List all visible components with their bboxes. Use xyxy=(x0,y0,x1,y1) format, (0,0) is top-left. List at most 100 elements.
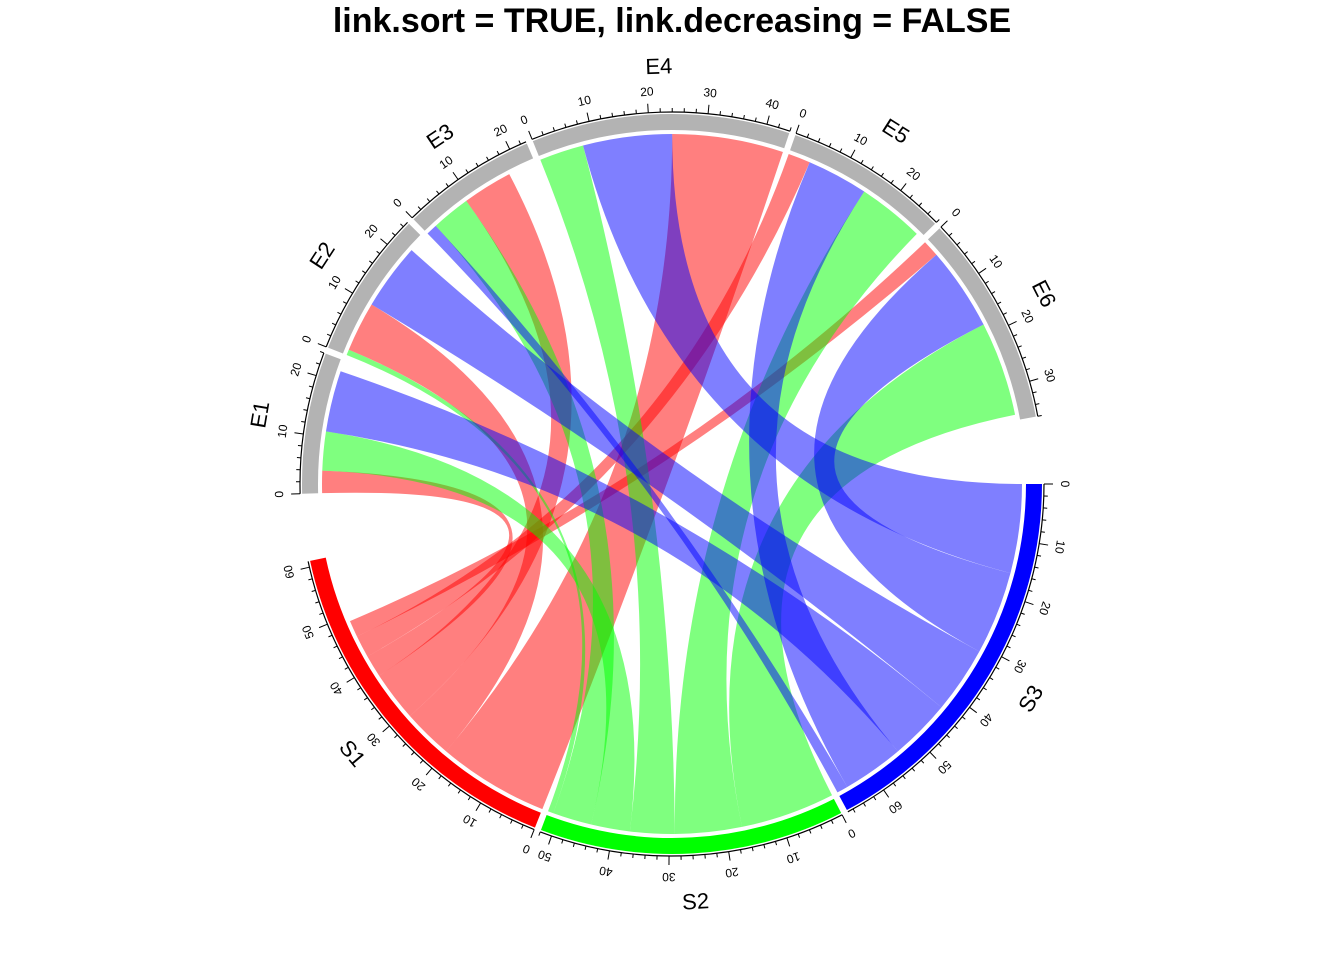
tick-label: 30 xyxy=(1011,657,1030,676)
axis-tick xyxy=(983,687,987,691)
tick-label: 10 xyxy=(1052,539,1068,555)
tick-label: 20 xyxy=(287,361,304,378)
axis-tick xyxy=(997,301,1002,305)
axis-tick xyxy=(311,589,316,592)
axis-tick xyxy=(936,219,940,223)
tick-label: 20 xyxy=(724,864,740,880)
axis-tick xyxy=(1011,634,1016,638)
axis-tick xyxy=(394,734,398,739)
sector-label-e2: E2 xyxy=(304,237,340,273)
axis-tick xyxy=(1022,356,1027,359)
tick-label: 0 xyxy=(299,333,315,345)
sector-track-s3 xyxy=(839,484,1042,811)
axis-tick xyxy=(425,767,433,776)
axis-tick xyxy=(623,111,625,116)
axis-tick xyxy=(303,409,308,411)
axis-tick xyxy=(956,241,961,246)
axis-tick xyxy=(411,751,415,756)
axis-tick xyxy=(808,829,812,834)
axis-tick xyxy=(900,183,907,191)
axis-line-e2 xyxy=(325,221,408,348)
axis-tick xyxy=(860,159,864,164)
link-s1-e2 xyxy=(348,304,544,752)
axis-tick xyxy=(301,421,306,423)
axis-tick xyxy=(530,829,535,839)
axis-tick xyxy=(948,232,953,237)
axis-tick xyxy=(754,117,757,122)
axis-tick xyxy=(445,183,449,187)
axis-tick xyxy=(499,814,502,819)
sector-track-e6 xyxy=(927,228,1036,420)
axis-tick xyxy=(561,839,564,844)
axis-tick xyxy=(596,848,599,853)
axis-tick xyxy=(1025,368,1030,371)
axis-tick xyxy=(1008,320,1017,326)
axis-tick xyxy=(880,172,884,177)
axis-tick xyxy=(378,716,383,720)
links-layer xyxy=(322,133,1022,835)
tick-label: 60 xyxy=(281,564,298,580)
axis-tick xyxy=(363,697,368,701)
sector-track-e3 xyxy=(413,143,534,231)
axis-tick xyxy=(518,140,522,145)
axis-tick xyxy=(402,743,407,747)
tick-label: 20 xyxy=(409,774,428,794)
axis-tick xyxy=(552,127,555,132)
link-s3-e6 xyxy=(814,254,1011,652)
axis-tick xyxy=(964,251,968,255)
axis-tick xyxy=(731,112,733,117)
sector-track-e5 xyxy=(790,135,935,235)
axis-tick xyxy=(830,819,834,824)
tick-label: 10 xyxy=(576,93,592,110)
sector-label-e4: E4 xyxy=(645,53,673,79)
axis-tick xyxy=(870,166,874,171)
tick-label: 10 xyxy=(437,153,456,172)
link-s1-e6 xyxy=(349,242,937,637)
sector-track-e4 xyxy=(532,113,790,157)
axis-tick xyxy=(475,802,482,811)
axis-tick xyxy=(961,716,966,720)
tick-label: 10 xyxy=(785,849,802,867)
axis-tick xyxy=(346,677,355,683)
axis-tick xyxy=(317,343,327,348)
axis-tick xyxy=(707,104,710,114)
tick-label: 0 xyxy=(272,490,286,497)
axis-tick xyxy=(850,149,856,158)
axis-tick xyxy=(852,808,856,813)
axis-tick xyxy=(315,362,320,365)
axis-tick xyxy=(797,833,801,838)
axis-tick xyxy=(344,666,349,670)
axis-tick xyxy=(452,171,459,180)
axis-tick xyxy=(740,849,742,854)
axis-tick xyxy=(743,114,745,120)
tick-label: 50 xyxy=(536,847,553,865)
axis-tick xyxy=(319,612,324,615)
axis-tick xyxy=(751,847,754,852)
link-s2-e1 xyxy=(322,431,635,832)
axis-tick xyxy=(541,131,544,136)
axis-tick xyxy=(1034,566,1039,569)
axis-tick xyxy=(369,260,373,264)
axis-tick xyxy=(538,831,541,836)
axis-tick xyxy=(789,127,792,132)
axis-tick xyxy=(1040,531,1045,533)
tick-label: 20 xyxy=(904,164,923,183)
axis-tick xyxy=(326,333,331,337)
axis-tick xyxy=(496,150,500,155)
axis-tick xyxy=(946,734,950,739)
axis-tick xyxy=(1013,334,1018,337)
axis-tick xyxy=(457,789,461,794)
axis-line-e1 xyxy=(299,352,325,494)
tick-label: 30 xyxy=(1041,367,1058,384)
axis-tick xyxy=(978,267,987,274)
axis-tick xyxy=(940,220,948,228)
tick-label: 10 xyxy=(986,252,1005,271)
tick-label: 0 xyxy=(949,205,964,220)
axis-tick xyxy=(337,311,342,315)
axis-tick xyxy=(357,687,362,691)
tick-label: 10 xyxy=(325,273,344,292)
axis-tick xyxy=(1029,378,1039,382)
axis-tick xyxy=(294,432,304,435)
tick-label: 30 xyxy=(703,85,718,100)
axis-line-e6 xyxy=(940,226,1039,417)
